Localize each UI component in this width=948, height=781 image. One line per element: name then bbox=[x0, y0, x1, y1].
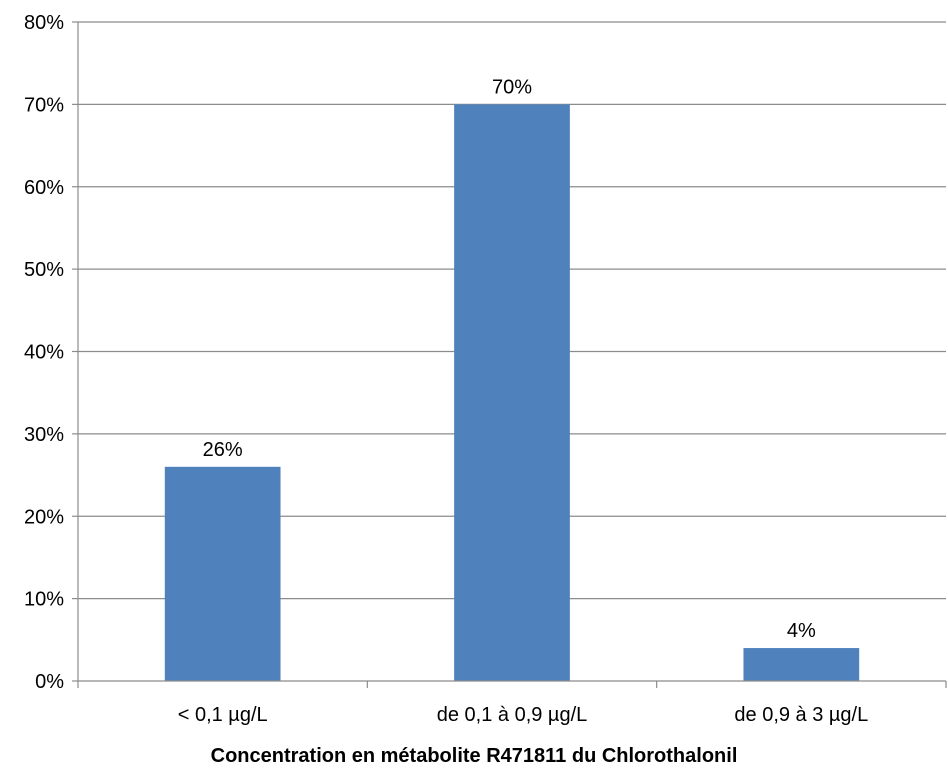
labels: 0% 10% 20% 30% 40% 50% 60% 70% 80% 26% < 0,1 µg/L 7… bbox=[24, 12, 868, 726]
axes bbox=[72, 21, 947, 688]
bar bbox=[164, 466, 281, 681]
data-label: 26% bbox=[203, 439, 243, 461]
y-tick-label: 30% bbox=[24, 424, 64, 446]
y-tick-label: 40% bbox=[24, 342, 64, 364]
y-tick-label: 10% bbox=[24, 589, 64, 611]
x-tick-label: < 0,1 µg/L bbox=[178, 704, 268, 726]
x-axis-title: Concentration en métabolite R471811 du C… bbox=[211, 745, 738, 767]
y-tick-label: 70% bbox=[24, 94, 64, 116]
y-tick-label: 80% bbox=[24, 12, 64, 34]
y-tick-label: 60% bbox=[24, 177, 64, 199]
data-label: 70% bbox=[492, 76, 532, 98]
y-tick-label: 20% bbox=[24, 506, 64, 528]
bars bbox=[164, 104, 860, 681]
x-tick-label: de 0,9 à 3 µg/L bbox=[734, 704, 868, 726]
data-label: 4% bbox=[787, 620, 816, 642]
y-tick-label: 50% bbox=[24, 259, 64, 281]
x-tick-label: de 0,1 à 0,9 µg/L bbox=[437, 704, 588, 726]
bar bbox=[454, 104, 570, 681]
y-tick-label: 0% bbox=[35, 671, 64, 693]
bar bbox=[743, 648, 860, 681]
